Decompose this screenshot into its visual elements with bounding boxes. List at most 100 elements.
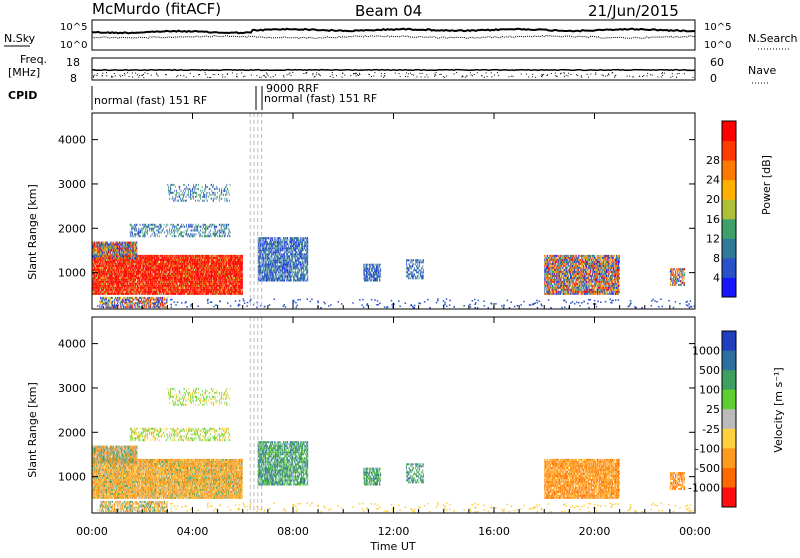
power-cell [190,261,191,263]
power-cell [209,279,210,281]
power-cell [189,285,190,287]
power-cell [211,271,212,273]
power-cell [161,291,162,293]
power-cell [160,267,161,269]
power-cell [128,281,129,283]
nave-point [165,74,166,75]
power-cell [133,271,134,273]
nave-point [384,76,385,77]
radar-summary-plot: McMurdo (fitACF) Beam 04 21/Jun/2015 N.S… [0,0,800,554]
power-cell [164,257,165,259]
nave-point [320,75,321,76]
power-cell [222,267,223,269]
power-cell [127,277,128,279]
power-cell [171,289,172,291]
power-cell [227,291,228,293]
nave-point [677,73,678,74]
power-cell [102,250,103,252]
power-cell [227,289,228,291]
power-cell [189,261,190,263]
power-cell [218,273,219,275]
nave-point [664,73,665,74]
power-cell [220,277,221,279]
power-cell [208,293,209,295]
power-cell [238,281,239,283]
power-cell [191,259,192,261]
power-cell [182,293,183,295]
nave-point [465,77,466,78]
power-cell [137,289,138,291]
power-cell [179,275,180,277]
power-cell [198,255,199,257]
power-cell [149,289,150,291]
power-cell [187,281,188,283]
power-cell [227,255,228,257]
power-cell [147,259,148,261]
power-cell [227,261,228,263]
power-cell [191,257,192,259]
power-cell [120,285,121,287]
power-cell [208,263,209,265]
power-cell [124,275,125,277]
power-cell [173,269,174,271]
power-cell [169,271,170,273]
power-cell [242,275,243,277]
power-cell [238,257,239,259]
power-cell [157,287,158,289]
power-cell [137,279,138,281]
power-cell [100,248,101,250]
power-cell [97,291,98,293]
power-cell [115,293,116,295]
power-cell [229,255,230,257]
power-cell [187,267,188,269]
power-cell [211,255,212,257]
power-cell [211,281,212,283]
power-cell [189,263,190,265]
power-cell [216,291,217,293]
power-cell [184,277,185,279]
power-cell [113,279,114,281]
power-cell [151,285,152,287]
power-cell [218,279,219,281]
power-cell [225,293,226,295]
nave-point [93,77,94,78]
power-cell [153,289,154,291]
power-cell [204,287,205,289]
power-cell [106,283,107,285]
nave-point [526,74,527,75]
power-cell [187,265,188,267]
date-title: 21/Jun/2015 [588,2,679,20]
power-panel: 1000200030004000 Slant Range [km] 481216… [26,113,773,513]
nave-point [97,73,98,74]
power-cell [176,271,177,273]
power-cell [94,289,95,291]
nave-point [303,73,304,74]
nave-point [157,74,158,75]
nave-point [158,76,159,77]
power-cell [157,283,158,285]
power-cell [102,273,103,275]
nave-point [114,73,115,74]
power-cell [207,273,208,275]
nave-point [270,77,271,78]
power-cell [198,267,199,269]
frequency-trace [92,70,695,71]
nave-point [355,73,356,74]
nave-point [633,76,634,77]
power-cell [180,271,181,273]
power-cell [196,263,197,265]
power-cell [127,265,128,267]
nave-point [265,77,266,78]
power-cell [200,277,201,279]
power-cell [195,259,196,261]
power-cell [147,261,148,263]
power-cell [144,273,145,275]
noise-search-trace [92,36,695,39]
power-cell [204,279,205,281]
nave-point [214,74,215,75]
power-cell [232,293,233,295]
power-cell [200,293,201,295]
power-cell [122,283,123,285]
power-cell [142,255,143,257]
power-cell [93,269,94,271]
